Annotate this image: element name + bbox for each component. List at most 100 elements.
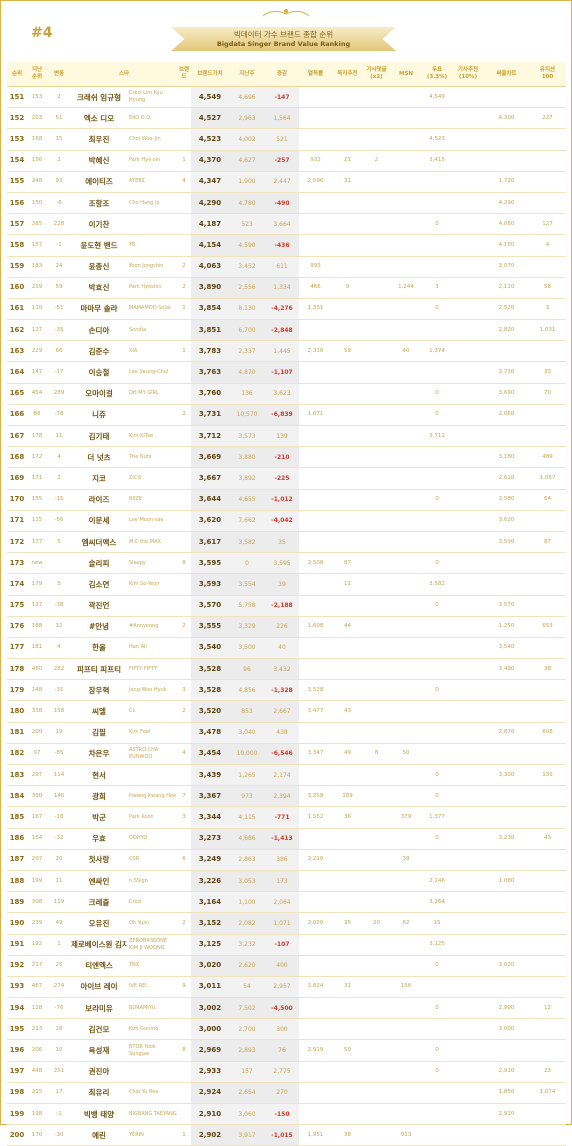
cell-change: -18 <box>47 806 71 829</box>
cell-change: 228 <box>47 213 71 236</box>
cell-circle-chart: 3,570 <box>484 595 529 617</box>
cell-article-recommend <box>452 1082 484 1105</box>
cell-comments <box>363 298 390 321</box>
table-row: 194 118 -76 보라미유 BORAMIYU 3,002 7,502 -4,500 0 2,… <box>7 997 566 1020</box>
cell-comments <box>363 891 390 914</box>
cell-article-recommend <box>452 912 484 935</box>
cell-musician100: 1,057 <box>529 467 566 490</box>
cell-vote: 0 <box>422 383 452 405</box>
cell-name-en: Choi Woo-Jin <box>127 128 177 151</box>
cell-change: 2 <box>47 150 71 172</box>
cell-vote <box>422 976 452 999</box>
cell-circle-chart <box>484 679 529 702</box>
cell-last-week: 4,655 <box>229 489 265 511</box>
cell-rank: 160 <box>7 277 27 299</box>
cell-vote: 1,377 <box>422 806 452 829</box>
cell-comments <box>363 531 390 554</box>
cell-change: 4 <box>47 446 71 469</box>
cell-article-recommend <box>452 107 484 130</box>
cell-brand-value: 3,152 <box>191 912 229 935</box>
table-row: 159 183 24 윤종신 Yoon Jongshin 2 4,063 3,452 611 99… <box>7 256 566 278</box>
cell-name-kr: 마마무 솔라 <box>71 298 127 321</box>
cell-brand: 9 <box>177 976 191 999</box>
cell-msn <box>390 828 422 850</box>
cell-brand-value: 4,187 <box>191 213 229 236</box>
cell-musician100 <box>529 150 566 172</box>
cell-name-kr: 티엔엑스 <box>71 955 127 977</box>
cell-name-kr: 박효신 <box>71 277 127 299</box>
cell-prev-rank: 183 <box>27 256 47 278</box>
cell-read-rate <box>299 489 332 511</box>
cell-vote <box>422 658 452 681</box>
cell-msn <box>390 256 422 278</box>
table-row: 156 150 -6 조항조 Cho Hang Jo 4,290 4,780 -490 4,29… <box>7 192 566 215</box>
table-row: 183 297 114 현서 3,439 1,265 2,174 0 3,300 139 <box>7 764 566 787</box>
cell-delta: -6,546 <box>265 743 299 766</box>
cell-musician100: 127 <box>529 213 566 236</box>
cell-circle-chart: 3,730 <box>484 361 529 384</box>
cell-brand-value: 4,063 <box>191 256 229 278</box>
cell-last-week: 5,758 <box>229 595 265 617</box>
cell-delta: 35 <box>265 531 299 554</box>
cell-vote <box>422 743 452 766</box>
cell-brand: 1 <box>177 150 191 172</box>
cell-read-rate: 2,310 <box>299 340 332 363</box>
cell-read-rate <box>299 722 332 744</box>
cell-rank: 184 <box>7 785 27 808</box>
cell-reader-recommend <box>332 319 363 342</box>
table-row: 193 467 274 아이브 레이 IVE REI 9 3,011 54 2,957 2,824… <box>7 976 566 999</box>
cell-prev-rank: 215 <box>27 1082 47 1105</box>
cell-brand: 8 <box>177 552 191 575</box>
table-row: 184 330 146 광희 Hwang Kwang Hee 7 3,367 973 2,394… <box>7 785 566 808</box>
cell-rank: 159 <box>7 256 27 278</box>
cell-msn <box>390 700 422 723</box>
cell-article-recommend <box>452 637 484 660</box>
cell-delta: -1,328 <box>265 679 299 702</box>
cell-circle-chart <box>484 128 529 151</box>
cell-name-kr: 니쥬 <box>71 404 127 427</box>
cell-change: -1 <box>47 234 71 257</box>
cell-reader-recommend <box>332 595 363 617</box>
cell-musician100 <box>529 700 566 723</box>
cell-article-recommend <box>452 785 484 808</box>
cell-last-week: 2,963 <box>229 107 265 130</box>
cell-brand <box>177 361 191 384</box>
cell-prev-rank: 154 <box>27 828 47 850</box>
cell-circle-chart: 3,000 <box>484 1018 529 1041</box>
cell-delta: 1,334 <box>265 277 299 299</box>
cell-name-en: ASTRO CHA EUNWOO <box>127 743 177 766</box>
cell-reader-recommend: 36 <box>332 806 363 829</box>
cell-vote <box>422 637 452 660</box>
cell-prev-rank: 178 <box>27 425 47 448</box>
cell-name-kr: 아이브 레이 <box>71 976 127 999</box>
cell-delta: 2,394 <box>265 785 299 808</box>
header-reader-recommend: 독자추천 <box>332 62 363 87</box>
cell-read-rate: 2,596 <box>299 171 332 193</box>
cell-circle-chart <box>484 743 529 766</box>
cell-delta: 2,064 <box>265 891 299 914</box>
cell-circle-chart <box>484 934 529 956</box>
cell-brand-value: 3,439 <box>191 764 229 787</box>
cell-name-en: Jang Woo Hyuk <box>127 679 177 702</box>
cell-name-en <box>127 1061 177 1083</box>
cell-name-kr: 오마이걸 <box>71 383 127 405</box>
cell-read-rate: 1,671 <box>299 404 332 427</box>
cell-reader-recommend <box>332 128 363 151</box>
cell-brand <box>177 870 191 893</box>
cell-circle-chart: 3,180 <box>484 446 529 469</box>
cell-last-week: 10,000 <box>229 743 265 766</box>
cell-circle-chart <box>484 1039 529 1062</box>
cell-comments <box>363 340 390 363</box>
cell-comments <box>363 658 390 681</box>
page-number: #4 <box>31 25 53 41</box>
cell-article-recommend <box>452 425 484 448</box>
cell-read-rate: 3,020 <box>299 912 332 935</box>
cell-brand: 4 <box>177 743 191 766</box>
cell-change: 19 <box>47 722 71 744</box>
cell-vote: 3 <box>422 277 452 299</box>
cell-delta: -107 <box>265 934 299 956</box>
table-row: 181 200 19 김필 Kim Feel 3,478 3,040 438 2,870 608 <box>7 722 566 744</box>
cell-rank: 152 <box>7 107 27 130</box>
cell-vote <box>422 319 452 342</box>
cell-musician100: 1,031 <box>529 319 566 342</box>
